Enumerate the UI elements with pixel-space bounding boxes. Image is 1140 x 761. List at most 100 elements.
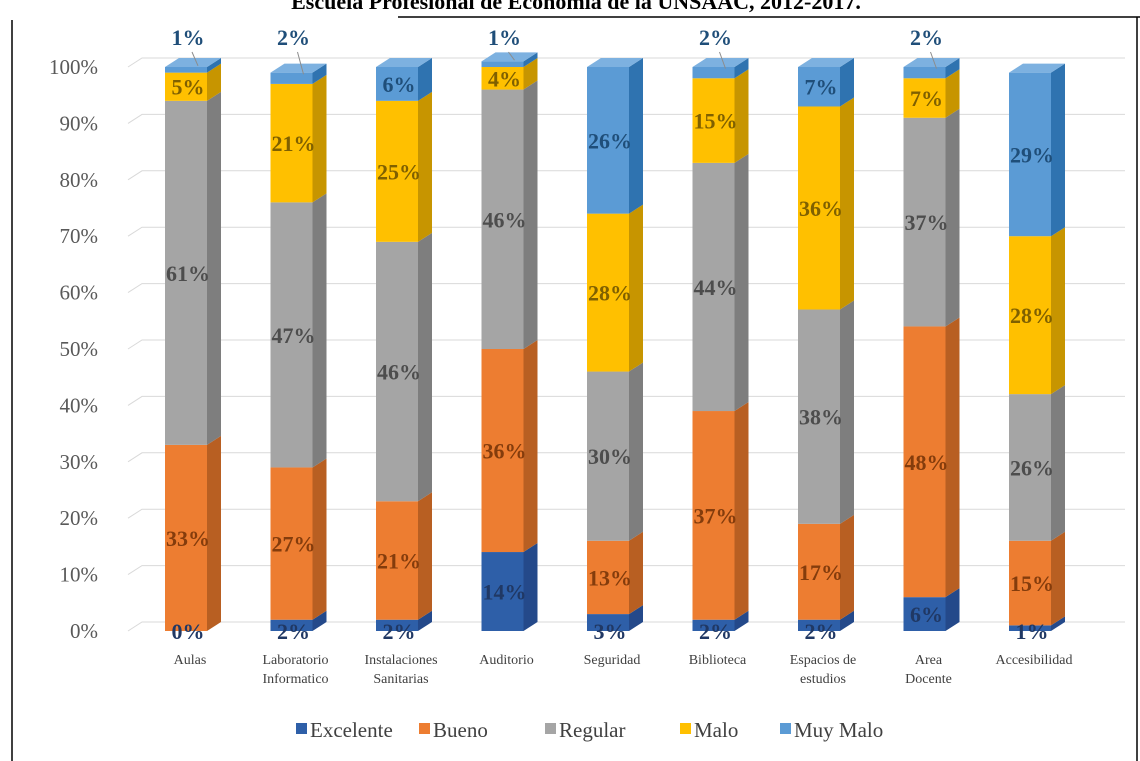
bar-segment-side — [840, 58, 854, 107]
y-tick-label: 70% — [60, 224, 99, 248]
data-label: 2% — [277, 25, 310, 50]
bar-top — [376, 58, 432, 67]
label-leader — [297, 51, 304, 75]
data-label: 6% — [910, 602, 943, 627]
x-tick-label: Biblioteca — [689, 653, 747, 668]
bar-segment — [798, 67, 840, 107]
bar-segment-side — [734, 153, 749, 412]
bar-segment-side — [312, 74, 327, 203]
y-tick-label: 40% — [60, 393, 99, 417]
data-label: 61% — [166, 261, 210, 286]
bar-segment — [692, 619, 735, 631]
bar-segment-side — [207, 91, 221, 445]
bar-segment-side — [945, 317, 960, 598]
bar-segment-side — [1051, 531, 1065, 626]
gridline — [127, 113, 1125, 124]
x-axis: Aulas Laboratorio Informatico Instalaciones… — [174, 653, 1073, 687]
bar-segment-side — [418, 232, 432, 502]
bar-segment-side — [523, 80, 538, 349]
bar-segment-side — [734, 58, 749, 79]
bar-segment — [692, 78, 735, 163]
bar-segment — [481, 67, 524, 90]
gridline — [127, 621, 1125, 632]
gridlines — [127, 57, 1125, 632]
gridline — [127, 508, 1125, 519]
bar-segment — [481, 89, 524, 349]
x-tick-label: Area — [915, 653, 943, 668]
legend-swatch — [419, 723, 430, 734]
bar-segment-side — [207, 58, 221, 73]
data-label: 26% — [1010, 455, 1054, 480]
data-label: 44% — [694, 275, 738, 300]
bar-segment — [165, 67, 207, 73]
gridline — [127, 395, 1125, 406]
bar-segment — [587, 213, 629, 372]
bar-segment — [798, 619, 840, 631]
legend-label: Excelente — [310, 718, 393, 742]
data-label: 17% — [799, 560, 843, 585]
label-leader — [191, 51, 199, 67]
label-leader — [508, 51, 515, 61]
legend-swatch — [680, 723, 691, 734]
label-leader — [719, 51, 726, 69]
x-tick-label: Aulas — [174, 653, 207, 668]
gridline — [127, 57, 1125, 68]
x-tick-label: estudios — [800, 672, 846, 687]
data-label: 26% — [588, 128, 632, 153]
data-label: 1% — [172, 25, 205, 50]
data-label: 14% — [483, 580, 527, 605]
bar-segment — [1009, 394, 1051, 541]
bar-segment-side — [945, 588, 960, 631]
bar-segment — [376, 100, 418, 242]
data-label: 28% — [588, 281, 632, 306]
bar-top — [692, 58, 749, 67]
data-label: 36% — [799, 196, 843, 221]
bar-segment — [165, 72, 207, 101]
gridline — [127, 283, 1125, 294]
bar-segment-side — [734, 69, 749, 163]
data-label: 1% — [488, 25, 521, 50]
x-tick-label: Sanitarias — [373, 672, 428, 687]
bar-stack — [692, 58, 749, 631]
data-label: 37% — [694, 503, 738, 528]
bar-stack — [270, 63, 327, 631]
bar-segment — [1009, 72, 1051, 237]
y-tick-label: 20% — [60, 506, 99, 530]
bar-segment — [1009, 625, 1051, 631]
bar-segment-side — [840, 97, 854, 310]
bar-segment-side — [840, 610, 854, 631]
bar-segment — [376, 619, 418, 631]
legend-swatch — [780, 723, 791, 734]
bar-segment-side — [840, 514, 854, 620]
bar-top — [587, 58, 643, 67]
bar-segment — [587, 67, 629, 214]
x-tick-label: Docente — [905, 672, 952, 687]
bar-segment — [481, 552, 524, 631]
x-tick-label: Espacios de — [790, 653, 856, 668]
bar-segment-side — [418, 58, 432, 101]
chart-title: Escuela Profesional de Economia de la UN… — [291, 0, 861, 14]
bar-segment-side — [312, 193, 327, 468]
bar-segment-side — [629, 531, 643, 615]
bar-segment — [587, 614, 629, 631]
bar-segment-side — [1051, 227, 1065, 395]
bar-segment-side — [418, 610, 432, 631]
bar-segment — [692, 162, 735, 412]
bar-stack — [1009, 63, 1065, 631]
legend-swatch — [545, 723, 556, 734]
y-axis: 0% 10% 20% 30% 40% 50% 60% 70% 80% 90% 100% — [49, 55, 98, 643]
data-label: 2% — [699, 25, 732, 50]
gridline — [127, 565, 1125, 576]
bar-segment — [270, 202, 313, 468]
bar-segment-side — [207, 63, 221, 101]
bar-top — [165, 58, 221, 67]
data-label: 47% — [272, 323, 316, 348]
gridline — [127, 452, 1125, 463]
data-label: 46% — [483, 207, 527, 232]
data-label: 6% — [383, 72, 416, 97]
bar-segment — [165, 100, 207, 445]
data-label: 46% — [377, 360, 421, 385]
data-label: 21% — [377, 549, 421, 574]
bar-segment-side — [312, 63, 327, 84]
data-label: 2% — [699, 619, 732, 644]
